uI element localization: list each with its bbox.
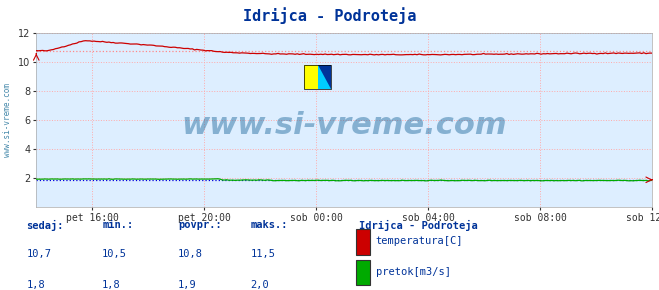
FancyBboxPatch shape (356, 229, 370, 255)
Text: temperatura[C]: temperatura[C] (376, 236, 463, 246)
Text: min.:: min.: (102, 220, 133, 230)
Text: www.si-vreme.com: www.si-vreme.com (181, 111, 507, 140)
Text: 1,8: 1,8 (102, 280, 121, 290)
Polygon shape (318, 65, 331, 89)
Text: www.si-vreme.com: www.si-vreme.com (3, 83, 13, 157)
Text: 10,5: 10,5 (102, 249, 127, 258)
Text: povpr.:: povpr.: (178, 220, 221, 230)
Text: Idrijca - Podroteja: Idrijca - Podroteja (243, 8, 416, 24)
Text: sedaj:: sedaj: (26, 220, 64, 231)
FancyBboxPatch shape (318, 65, 331, 89)
Text: 1,8: 1,8 (26, 280, 45, 290)
Text: 11,5: 11,5 (250, 249, 275, 258)
Text: 2,0: 2,0 (250, 280, 269, 290)
FancyBboxPatch shape (356, 260, 370, 285)
Text: 1,9: 1,9 (178, 280, 196, 290)
Text: pretok[m3/s]: pretok[m3/s] (376, 267, 451, 277)
Text: Idrijca - Podroteja: Idrijca - Podroteja (359, 220, 478, 231)
Text: maks.:: maks.: (250, 220, 288, 230)
Text: 10,8: 10,8 (178, 249, 203, 258)
FancyBboxPatch shape (304, 65, 318, 89)
Text: 10,7: 10,7 (26, 249, 51, 258)
